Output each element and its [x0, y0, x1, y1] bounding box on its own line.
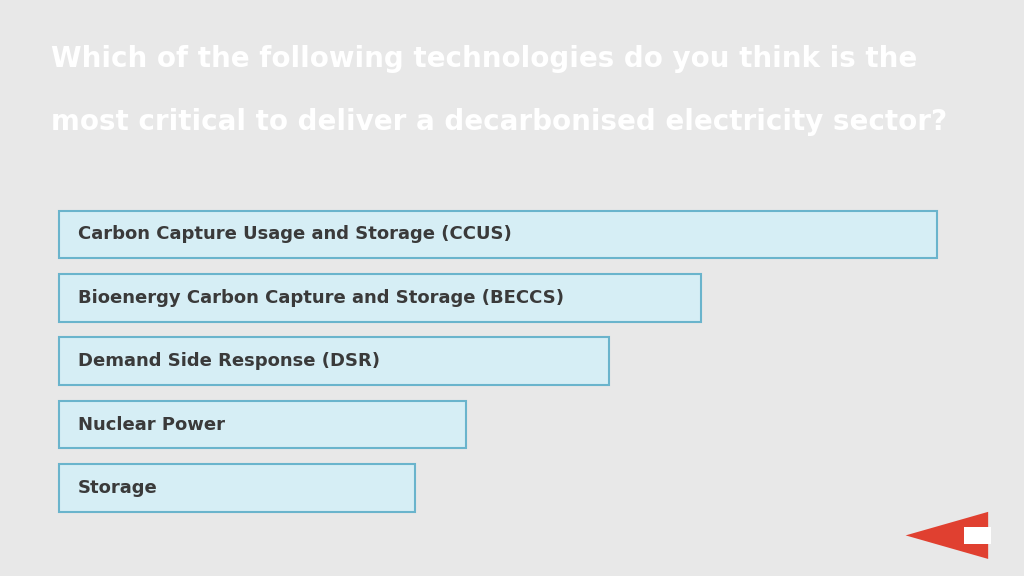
- Bar: [965, 527, 991, 544]
- Bar: [59, 400, 466, 449]
- Text: Bioenergy Carbon Capture and Storage (BECCS): Bioenergy Carbon Capture and Storage (BE…: [78, 289, 564, 307]
- Bar: [59, 274, 701, 322]
- Text: Storage: Storage: [78, 479, 158, 497]
- Polygon shape: [905, 512, 988, 559]
- Text: most critical to deliver a decarbonised electricity sector?: most critical to deliver a decarbonised …: [51, 108, 947, 137]
- Bar: [59, 337, 609, 385]
- Bar: [59, 210, 937, 259]
- Text: Which of the following technologies do you think is the: Which of the following technologies do y…: [51, 46, 918, 74]
- Text: Nuclear Power: Nuclear Power: [78, 415, 225, 434]
- Bar: [59, 464, 415, 512]
- Text: Carbon Capture Usage and Storage (CCUS): Carbon Capture Usage and Storage (CCUS): [78, 225, 512, 244]
- Text: Demand Side Response (DSR): Demand Side Response (DSR): [78, 352, 380, 370]
